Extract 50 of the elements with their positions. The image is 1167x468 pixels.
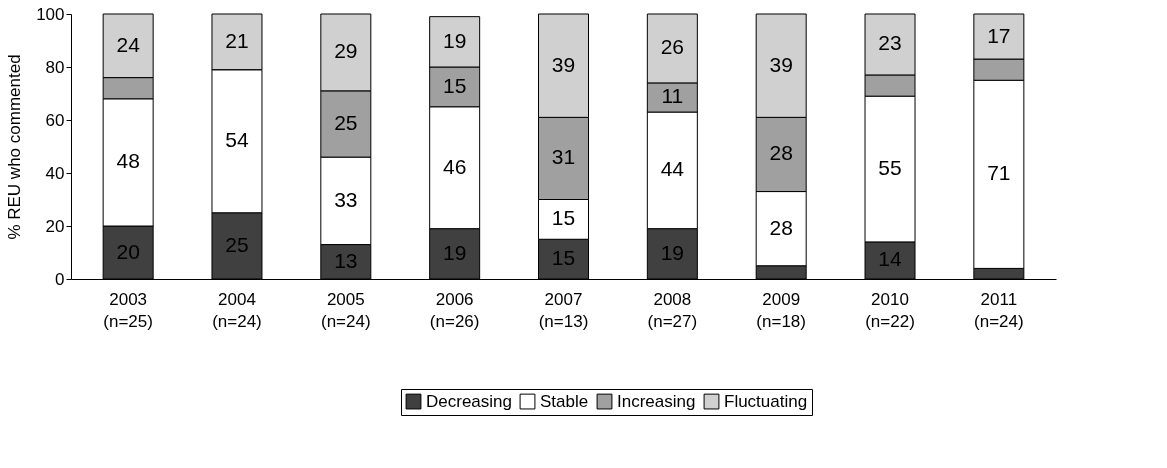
x-tick-label: 2003 (n=25) [103,289,153,331]
x-tick-label: 2007 (n=13) [538,289,589,331]
x-tick-label: 2008 (n=27) [647,289,698,331]
y-tick-label: 20 [45,216,65,236]
y-tick-label: 40 [45,163,65,183]
data-label: 15 [442,73,467,97]
data-label: 13 [334,248,358,272]
legend-label: Fluctuating [724,391,808,411]
data-label: 44 [660,157,685,181]
legend-label: Increasing [617,391,696,411]
data-label: 17 [987,23,1011,47]
data-label: 31 [551,145,576,169]
data-label: 46 [442,154,467,178]
x-tick-label: 2004 (n=24) [212,289,262,331]
data-label: 29 [334,39,358,63]
data-label: 33 [334,187,358,211]
y-tick-label: 80 [45,57,65,77]
data-label: 14 [878,247,903,271]
x-tick-label: 2006 (n=26) [429,289,480,331]
x-tick-label: 2009 (n=18) [756,289,806,331]
y-tick-label: 0 [55,269,65,289]
data-label: 28 [769,215,793,239]
legend-label: Stable [540,391,589,411]
data-label: 21 [225,28,249,52]
data-label: 15 [551,246,576,270]
data-label: 71 [987,161,1011,185]
x-tick-label: 2005 (n=24) [321,289,371,331]
data-label: 15 [551,206,576,230]
data-label: 25 [334,110,358,134]
data-label: 48 [116,149,140,173]
data-label: 19 [442,240,467,264]
data-label: 26 [660,35,685,59]
y-axis-title: % REU who commented [5,54,25,240]
y-tick-label: 100 [36,4,65,24]
data-label: 11 [661,84,684,108]
data-label: 23 [878,31,902,55]
y-tick-label: 60 [45,110,65,130]
data-label: 39 [769,52,793,76]
data-label: 39 [551,52,576,76]
data-label: 20 [116,239,140,263]
x-tick-label: 2010 (n=22) [865,289,915,331]
data-label: 54 [225,128,249,152]
data-label: 19 [660,240,685,264]
data-label: 55 [878,156,902,180]
data-label: 28 [769,141,793,165]
data-label: 24 [116,32,141,56]
data-label: 25 [225,232,249,256]
legend-label: Decreasing [426,391,512,411]
x-tick-label: 2011 (n=24) [974,289,1024,331]
data-label: 19 [442,28,467,52]
